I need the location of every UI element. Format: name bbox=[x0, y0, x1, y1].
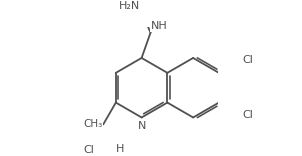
Text: H₂N: H₂N bbox=[119, 1, 140, 11]
Text: Cl: Cl bbox=[243, 55, 253, 65]
Text: NH: NH bbox=[150, 21, 167, 31]
Text: N: N bbox=[137, 121, 146, 131]
Text: Cl: Cl bbox=[83, 145, 94, 155]
Text: Cl: Cl bbox=[243, 110, 253, 120]
Text: CH₃: CH₃ bbox=[83, 119, 102, 129]
Text: H: H bbox=[116, 144, 124, 154]
